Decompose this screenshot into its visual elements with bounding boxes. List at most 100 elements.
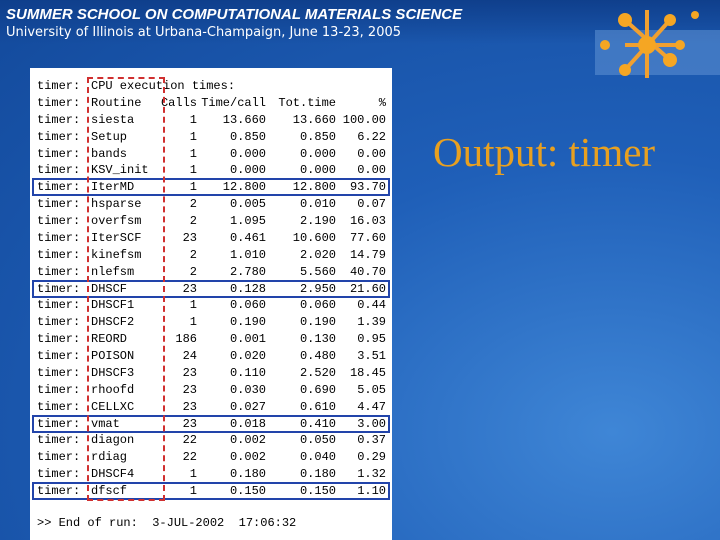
timer-prefix: timer: — [37, 298, 81, 313]
cell-value: 0.002 — [229, 433, 266, 448]
cell-value: 0.410 — [299, 416, 336, 431]
timer-prefix: timer: — [37, 247, 81, 262]
cell-value: 22 — [182, 450, 197, 465]
timer-prefix: timer: — [37, 365, 81, 380]
cell-value: 0.018 — [229, 416, 266, 431]
timer-prefix: timer: — [37, 399, 81, 414]
timer-prefix: timer: — [37, 146, 81, 161]
cell-value: 0.29 — [357, 450, 386, 465]
cell-value: 6.22 — [357, 129, 386, 144]
timer-prefix: timer: — [37, 214, 81, 229]
column-header: Routine — [91, 95, 142, 110]
cell-value: 0.128 — [229, 281, 266, 296]
cell-value: 0.190 — [229, 315, 266, 330]
routine-name: DHSCF — [91, 281, 128, 296]
cell-value: 1 — [189, 129, 197, 144]
cell-value: 0.000 — [229, 163, 266, 178]
cell-value: 0.002 — [229, 450, 266, 465]
cell-value: 1 — [189, 146, 197, 161]
cell-value: 2 — [189, 197, 197, 212]
cell-value: 21.60 — [349, 281, 386, 296]
routine-name: bands — [91, 146, 128, 161]
cell-value: 23 — [182, 416, 197, 431]
cell-value: 0.001 — [229, 332, 266, 347]
timer-prefix: timer: — [37, 230, 81, 245]
timer-prefix: timer: — [37, 467, 81, 482]
routine-name: diagon — [91, 433, 135, 448]
timer-prefix: timer: — [37, 450, 81, 465]
cell-value: 1.010 — [229, 247, 266, 262]
cell-value: 5.05 — [357, 382, 386, 397]
cell-value: 77.60 — [349, 230, 386, 245]
cell-value: 2.780 — [229, 264, 266, 279]
routine-name: rhoofd — [91, 382, 135, 397]
routine-name: siesta — [91, 112, 135, 127]
cell-value: 0.180 — [299, 467, 336, 482]
cell-value: 0.030 — [229, 382, 266, 397]
cell-value: 3.51 — [357, 349, 386, 364]
routine-name: IterSCF — [91, 230, 142, 245]
cell-value: 0.461 — [229, 230, 266, 245]
timer-output: timer: CPU execution times: timer: Routine C… — [30, 68, 392, 540]
timer-prefix: timer: — [37, 315, 81, 330]
cell-value: 2.020 — [299, 247, 336, 262]
routine-name: DHSCF1 — [91, 298, 135, 313]
row-highlight — [32, 279, 390, 298]
cell-value: 2.950 — [299, 281, 336, 296]
routine-name: REORD — [91, 332, 128, 347]
cell-value: 0.000 — [299, 146, 336, 161]
timer-prefix: timer: — [37, 484, 81, 499]
cell-value: 0.00 — [357, 146, 386, 161]
cell-value: 0.040 — [299, 450, 336, 465]
cell-value: 0.690 — [299, 382, 336, 397]
timer-prefix: timer: — [37, 79, 81, 93]
routine-name: DHSCF4 — [91, 467, 135, 482]
cell-value: 0.005 — [229, 197, 266, 212]
cell-value: 2.520 — [299, 365, 336, 380]
timer-prefix: timer: — [37, 281, 81, 296]
slide-title: Output: timer — [433, 129, 656, 175]
cell-value: 5.560 — [299, 264, 336, 279]
cell-value: 0.180 — [229, 467, 266, 482]
cell-value: 1 — [189, 112, 197, 127]
cell-value: 0.000 — [299, 163, 336, 178]
cell-value: 23 — [182, 230, 197, 245]
cell-value: 1 — [189, 467, 197, 482]
cell-value: 1 — [189, 163, 197, 178]
row-highlight — [32, 178, 390, 197]
timer-prefix: timer: — [37, 95, 81, 110]
cell-value: 0.00 — [357, 163, 386, 178]
cell-value: 0.190 — [299, 315, 336, 330]
timer-prefix: timer: — [37, 382, 81, 397]
caption: CPU execution times: — [91, 79, 236, 93]
routine-name: nlefsm — [91, 264, 135, 279]
column-header: Tot.time — [278, 95, 336, 110]
row-highlight — [32, 482, 390, 501]
timer-prefix: timer: — [37, 416, 81, 431]
timer-prefix: timer: — [37, 433, 81, 448]
routine-name: DHSCF2 — [91, 315, 135, 330]
cell-value: 0.480 — [299, 349, 336, 364]
cell-value: 2.190 — [299, 214, 336, 229]
routine-name: DHSCF3 — [91, 365, 135, 380]
routine-name: dfscf — [91, 484, 128, 499]
cell-value: 4.47 — [357, 399, 386, 414]
cell-value: 0.060 — [229, 298, 266, 313]
cell-value: 0.060 — [299, 298, 336, 313]
cell-value: 0.850 — [229, 129, 266, 144]
cell-value: 0.130 — [299, 332, 336, 347]
routine-name: kinefsm — [91, 247, 142, 262]
cell-value: 22 — [182, 433, 197, 448]
cell-value: 1 — [189, 180, 197, 195]
cell-value: 0.850 — [299, 129, 336, 144]
cell-value: 1 — [189, 484, 197, 499]
routine-name: vmat — [91, 416, 120, 431]
cell-value: 2 — [189, 214, 197, 229]
logo — [595, 10, 720, 78]
routine-column-box — [87, 77, 165, 501]
cell-value: 23 — [182, 281, 197, 296]
cell-value: 0.610 — [299, 399, 336, 414]
cell-value: 12.800 — [292, 180, 336, 195]
timer-prefix: timer: — [37, 332, 81, 347]
column-header: % — [378, 95, 386, 110]
